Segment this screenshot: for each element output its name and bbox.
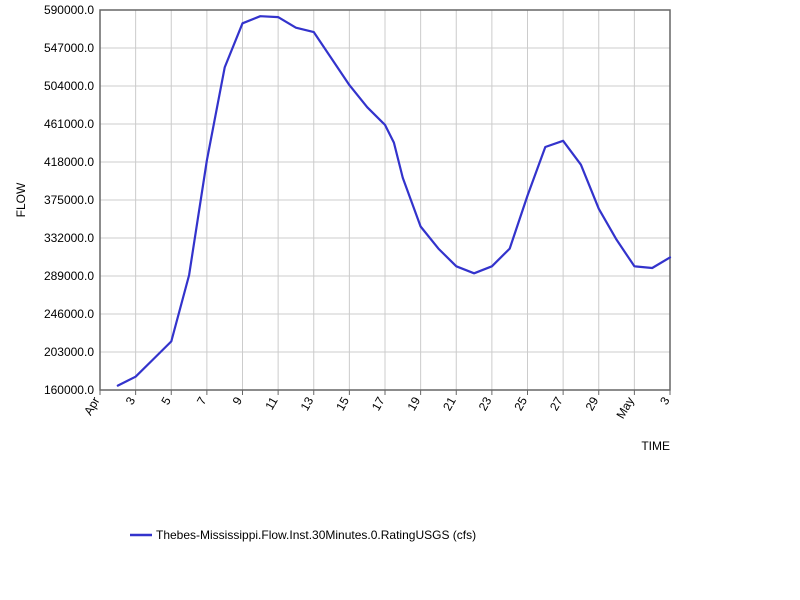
y-tick-label: 332000.0 (44, 231, 94, 245)
y-tick-label: 246000.0 (44, 307, 94, 321)
x-axis-label: TIME (641, 439, 670, 453)
y-tick-label: 547000.0 (44, 41, 94, 55)
y-tick-label: 289000.0 (44, 269, 94, 283)
y-tick-label: 203000.0 (44, 345, 94, 359)
y-tick-label: 418000.0 (44, 155, 94, 169)
legend-label: Thebes-Mississippi.Flow.Inst.30Minutes.0… (156, 528, 476, 542)
line-chart: 160000.0 203000.0 246000.0 289000.0 332000.0… (0, 0, 800, 600)
y-axis-label: FLOW (14, 182, 28, 217)
y-tick-label: 504000.0 (44, 79, 94, 93)
y-tick-label: 590000.0 (44, 3, 94, 17)
y-tick-label: 461000.0 (44, 117, 94, 131)
y-tick-label: 160000.0 (44, 383, 94, 397)
chart-container: 160000.0 203000.0 246000.0 289000.0 332000.0… (0, 0, 800, 600)
y-tick-label: 375000.0 (44, 193, 94, 207)
